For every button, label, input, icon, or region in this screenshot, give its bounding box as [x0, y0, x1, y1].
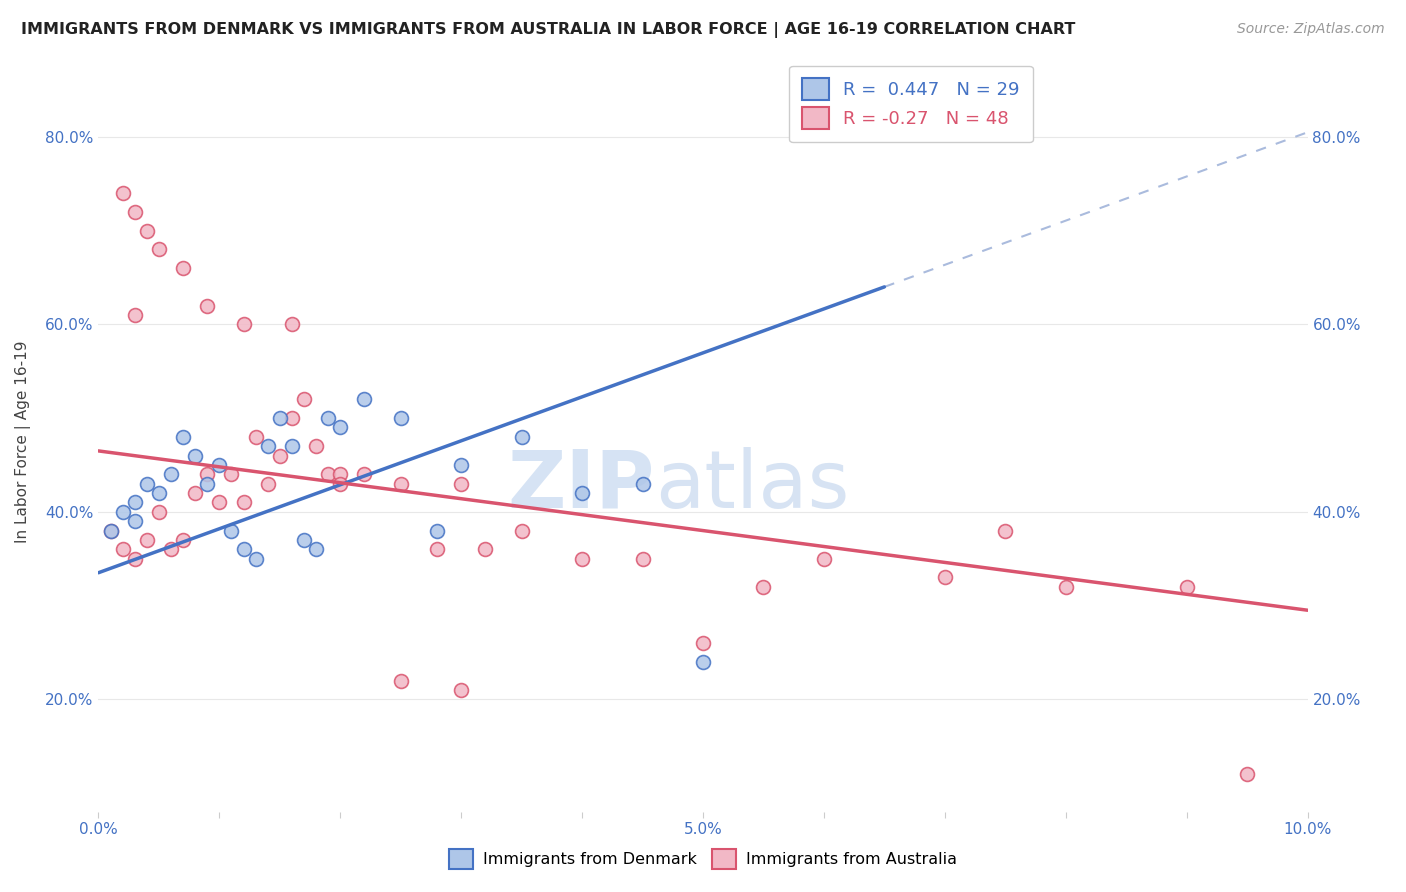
Legend: R =  0.447   N = 29, R = -0.27   N = 48: R = 0.447 N = 29, R = -0.27 N = 48: [789, 66, 1032, 142]
Point: [292, 533, 315, 547]
Text: Source: ZipAtlas.com: Source: ZipAtlas.com: [1237, 22, 1385, 37]
Y-axis label: In Labor Force | Age 16-19: In Labor Force | Age 16-19: [15, 340, 31, 543]
Point: [172, 430, 194, 444]
Point: [281, 318, 304, 332]
Point: [631, 476, 654, 491]
Point: [329, 476, 352, 491]
Point: [389, 673, 412, 688]
Point: [148, 505, 170, 519]
Point: [135, 224, 157, 238]
Point: [124, 308, 146, 322]
Point: [124, 551, 146, 566]
Text: ZIP: ZIP: [508, 447, 655, 525]
Point: [208, 458, 231, 472]
Point: [281, 411, 304, 425]
Point: [305, 542, 328, 557]
Point: [148, 243, 170, 257]
Point: [256, 439, 278, 453]
Point: [232, 542, 254, 557]
Point: [692, 655, 714, 669]
Point: [353, 392, 375, 407]
Point: [316, 411, 339, 425]
Point: [100, 524, 122, 538]
Point: [195, 299, 218, 313]
Point: [510, 524, 533, 538]
Point: [692, 636, 714, 650]
Point: [813, 551, 835, 566]
Point: [148, 486, 170, 500]
Point: [994, 524, 1017, 538]
Point: [934, 570, 956, 584]
Point: [450, 458, 472, 472]
Point: [124, 514, 146, 528]
Point: [571, 551, 593, 566]
Point: [269, 449, 291, 463]
Point: [195, 467, 218, 482]
Point: [172, 261, 194, 276]
Legend: Immigrants from Denmark, Immigrants from Australia: Immigrants from Denmark, Immigrants from…: [443, 843, 963, 875]
Point: [426, 542, 449, 557]
Point: [184, 449, 207, 463]
Point: [195, 476, 218, 491]
Point: [172, 533, 194, 547]
Point: [305, 439, 328, 453]
Point: [256, 476, 278, 491]
Point: [221, 524, 243, 538]
Point: [111, 505, 134, 519]
Point: [426, 524, 449, 538]
Text: atlas: atlas: [655, 447, 849, 525]
Point: [450, 682, 472, 697]
Point: [292, 392, 315, 407]
Text: IMMIGRANTS FROM DENMARK VS IMMIGRANTS FROM AUSTRALIA IN LABOR FORCE | AGE 16-19 : IMMIGRANTS FROM DENMARK VS IMMIGRANTS FR…: [21, 22, 1076, 38]
Point: [450, 476, 472, 491]
Point: [111, 542, 134, 557]
Point: [571, 486, 593, 500]
Point: [316, 467, 339, 482]
Point: [281, 439, 304, 453]
Point: [135, 476, 157, 491]
Point: [232, 318, 254, 332]
Point: [160, 467, 183, 482]
Point: [184, 486, 207, 500]
Point: [329, 467, 352, 482]
Point: [631, 551, 654, 566]
Point: [160, 542, 183, 557]
Point: [510, 430, 533, 444]
Point: [1054, 580, 1077, 594]
Point: [245, 430, 267, 444]
Point: [1236, 767, 1258, 781]
Point: [111, 186, 134, 201]
Point: [269, 411, 291, 425]
Point: [135, 533, 157, 547]
Point: [752, 580, 775, 594]
Point: [245, 551, 267, 566]
Point: [353, 467, 375, 482]
Point: [221, 467, 243, 482]
Point: [100, 524, 122, 538]
Point: [389, 476, 412, 491]
Point: [389, 411, 412, 425]
Point: [1175, 580, 1198, 594]
Point: [208, 495, 231, 509]
Point: [124, 205, 146, 219]
Point: [329, 420, 352, 434]
Point: [474, 542, 496, 557]
Point: [232, 495, 254, 509]
Point: [124, 495, 146, 509]
